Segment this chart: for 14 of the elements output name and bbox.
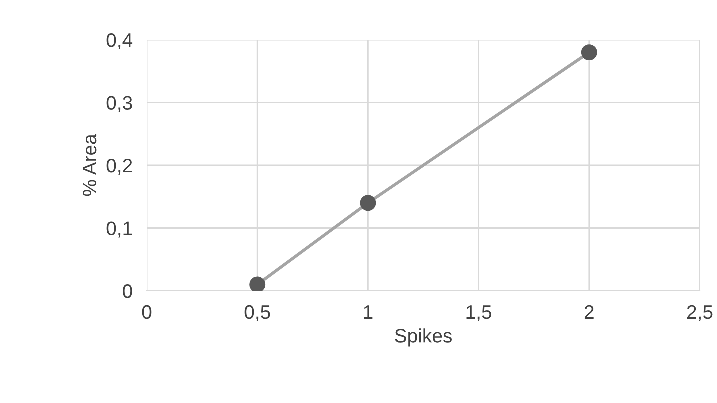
y-tick-label: 0,4 — [106, 33, 133, 50]
x-tick-label: 0 — [142, 305, 152, 320]
x-tick-label: 2 — [584, 305, 594, 319]
y-tick-label: 0,1 — [106, 222, 132, 238]
y-tick-label: 0 — [123, 284, 132, 298]
y-axis-title: % Area — [83, 134, 97, 196]
y-tick-label: 0,2 — [106, 158, 132, 176]
y-tick-label: 0,3 — [106, 96, 132, 112]
x-tick-label: 0,5 — [244, 305, 270, 322]
x-tick-label: 1,5 — [466, 306, 492, 322]
point — [250, 276, 266, 291]
x-axis-title: Spikes — [395, 328, 452, 347]
x-tick-label: 1 — [364, 306, 373, 319]
x-tick-label: 2,5 — [687, 305, 713, 322]
